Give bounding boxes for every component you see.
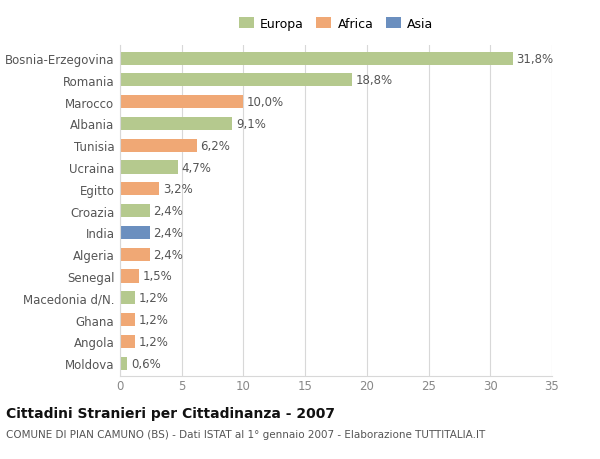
Bar — [120, 335, 135, 348]
Bar — [120, 96, 244, 109]
Bar — [120, 291, 135, 305]
Text: 1,5%: 1,5% — [142, 270, 172, 283]
Text: 0,6%: 0,6% — [131, 357, 161, 370]
Bar — [120, 226, 149, 240]
Text: 9,1%: 9,1% — [236, 118, 266, 131]
Bar — [120, 183, 160, 196]
Text: COMUNE DI PIAN CAMUNO (BS) - Dati ISTAT al 1° gennaio 2007 - Elaborazione TUTTIT: COMUNE DI PIAN CAMUNO (BS) - Dati ISTAT … — [6, 429, 485, 439]
Text: 10,0%: 10,0% — [247, 96, 284, 109]
Legend: Europa, Africa, Asia: Europa, Africa, Asia — [233, 12, 439, 35]
Bar — [120, 357, 127, 370]
Bar — [120, 118, 232, 131]
Bar — [120, 52, 512, 66]
Text: 6,2%: 6,2% — [200, 140, 230, 152]
Text: 1,2%: 1,2% — [139, 335, 169, 348]
Text: 2,4%: 2,4% — [154, 226, 183, 239]
Bar — [120, 161, 178, 174]
Text: 3,2%: 3,2% — [163, 183, 193, 196]
Text: 1,2%: 1,2% — [139, 291, 169, 305]
Text: 2,4%: 2,4% — [154, 205, 183, 218]
Text: 1,2%: 1,2% — [139, 313, 169, 326]
Text: Cittadini Stranieri per Cittadinanza - 2007: Cittadini Stranieri per Cittadinanza - 2… — [6, 406, 335, 420]
Text: 4,7%: 4,7% — [182, 161, 212, 174]
Bar — [120, 270, 139, 283]
Bar — [120, 74, 352, 87]
Bar — [120, 248, 149, 261]
Bar — [120, 205, 149, 218]
Text: 2,4%: 2,4% — [154, 248, 183, 261]
Text: 31,8%: 31,8% — [516, 52, 553, 66]
Bar — [120, 313, 135, 326]
Bar — [120, 140, 197, 152]
Text: 18,8%: 18,8% — [356, 74, 393, 87]
